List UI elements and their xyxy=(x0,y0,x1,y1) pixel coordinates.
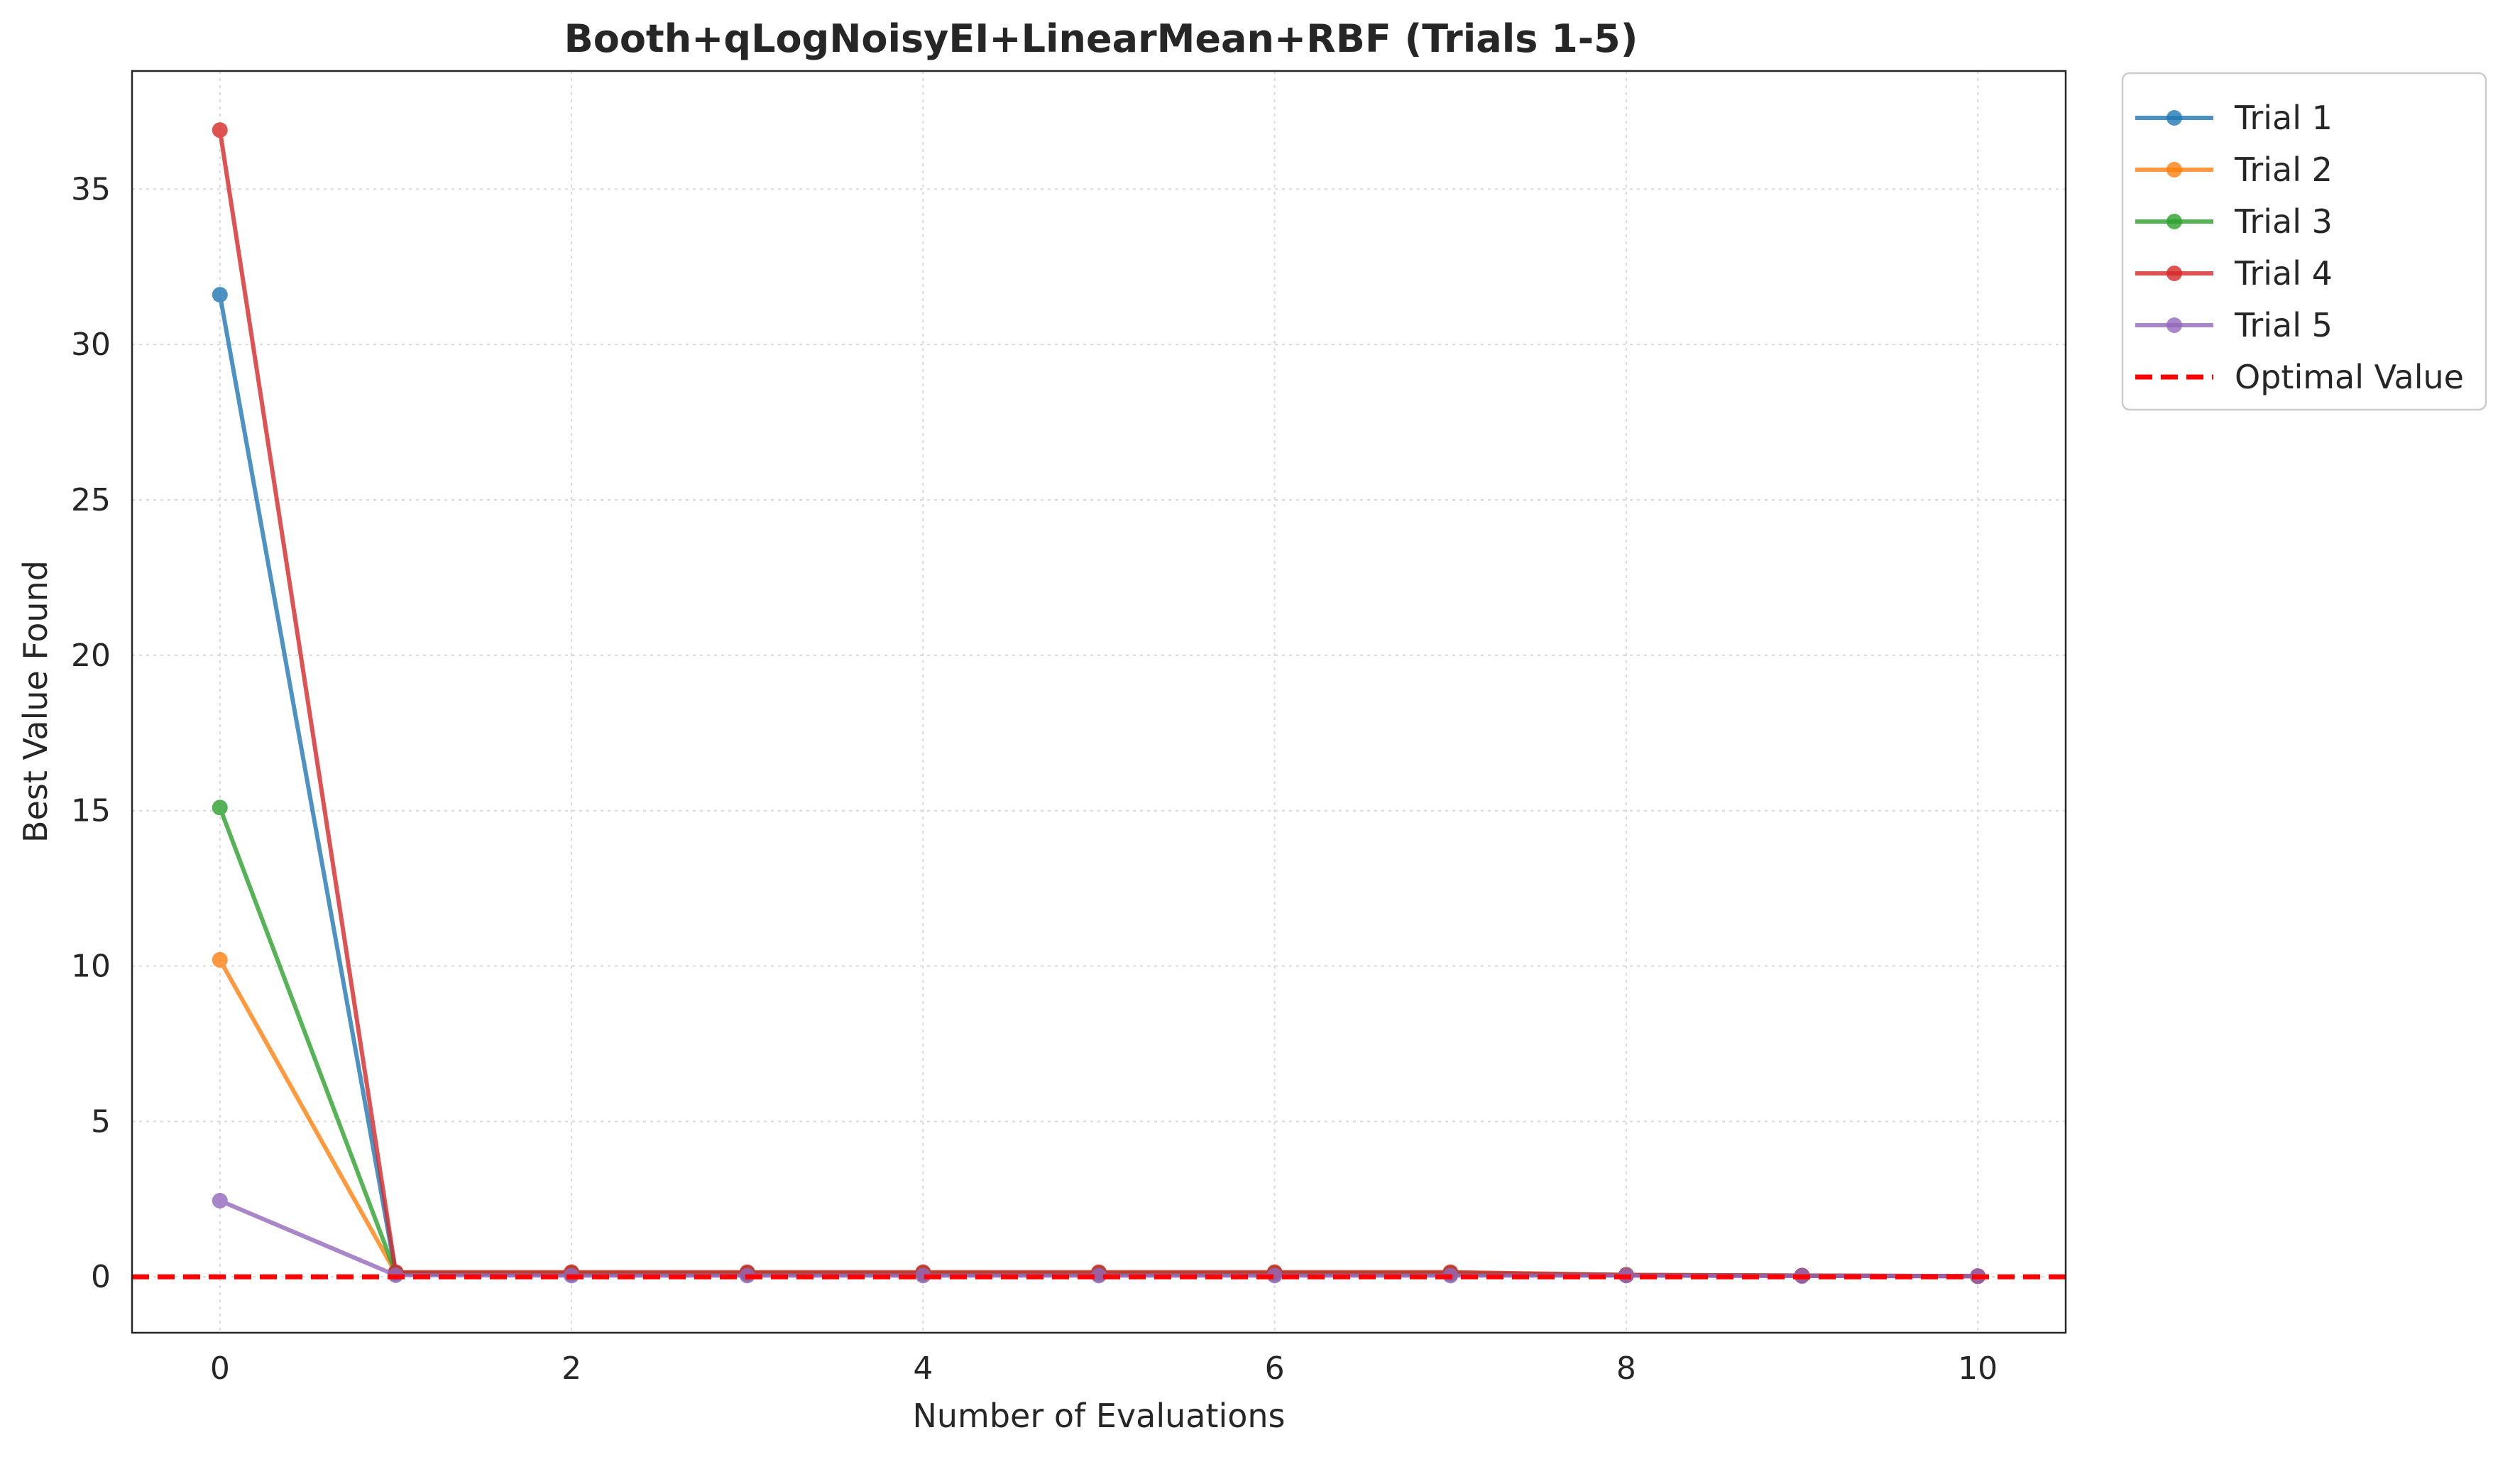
legend-entry: Optimal Value xyxy=(2135,358,2464,396)
data-point xyxy=(1091,1267,1107,1284)
legend-label: Trial 3 xyxy=(2234,202,2333,241)
legend-marker xyxy=(2166,214,2182,229)
legend-entry: Trial 1 xyxy=(2135,99,2333,137)
legend-label: Optimal Value xyxy=(2235,358,2464,396)
data-point xyxy=(212,951,228,968)
data-point xyxy=(212,287,228,303)
x-tick-label: 2 xyxy=(561,1350,581,1387)
x-axis-label: Number of Evaluations xyxy=(912,1397,1285,1435)
x-tick-label: 8 xyxy=(1616,1350,1636,1387)
legend-marker xyxy=(2166,317,2182,333)
y-tick-label: 25 xyxy=(71,482,111,518)
y-tick-label: 15 xyxy=(71,793,111,829)
data-point xyxy=(915,1267,931,1284)
x-tick-label: 0 xyxy=(210,1350,230,1387)
chart-title: Booth+qLogNoisyEI+LinearMean+RBF (Trials… xyxy=(564,16,1638,61)
x-tick-label: 4 xyxy=(913,1350,933,1387)
data-point xyxy=(1266,1267,1283,1284)
legend: Trial 1 Trial 2 Trial 3 Trial 4 Trial 5 Optim… xyxy=(2121,72,2487,411)
y-tick-label: 30 xyxy=(71,327,111,363)
y-tick-label: 0 xyxy=(91,1259,111,1295)
y-tick-label: 5 xyxy=(91,1103,111,1140)
y-tick-label: 35 xyxy=(71,171,111,207)
legend-entry: Trial 5 xyxy=(2135,306,2333,344)
data-point xyxy=(212,1193,228,1208)
data-point xyxy=(212,122,228,138)
series-layer xyxy=(132,122,2066,1284)
plot-frame xyxy=(131,70,2067,1334)
y-tick-label: 20 xyxy=(71,638,111,674)
legend-label: Trial 5 xyxy=(2234,306,2333,344)
legend-marker xyxy=(2166,110,2182,126)
legend-label: Trial 2 xyxy=(2234,151,2333,189)
legend-label: Trial 1 xyxy=(2234,99,2333,137)
x-tick-label: 6 xyxy=(1265,1350,1285,1387)
legend-entry: Trial 3 xyxy=(2135,202,2333,241)
legend-entry: Trial 2 xyxy=(2135,151,2333,189)
y-axis-ticks: 0 5 10 15 20 25 30 35 xyxy=(71,171,111,1295)
legend-marker xyxy=(2166,266,2182,281)
y-tick-label: 10 xyxy=(71,949,111,985)
x-axis-ticks: 0 2 4 6 8 10 xyxy=(210,1350,1998,1387)
data-point xyxy=(212,800,228,816)
legend-marker xyxy=(2166,162,2182,178)
x-tick-label: 10 xyxy=(1958,1350,1998,1387)
legend-entry: Trial 4 xyxy=(2135,254,2333,293)
y-axis-label: Best Value Found xyxy=(16,560,55,843)
legend-label: Trial 4 xyxy=(2234,254,2333,293)
